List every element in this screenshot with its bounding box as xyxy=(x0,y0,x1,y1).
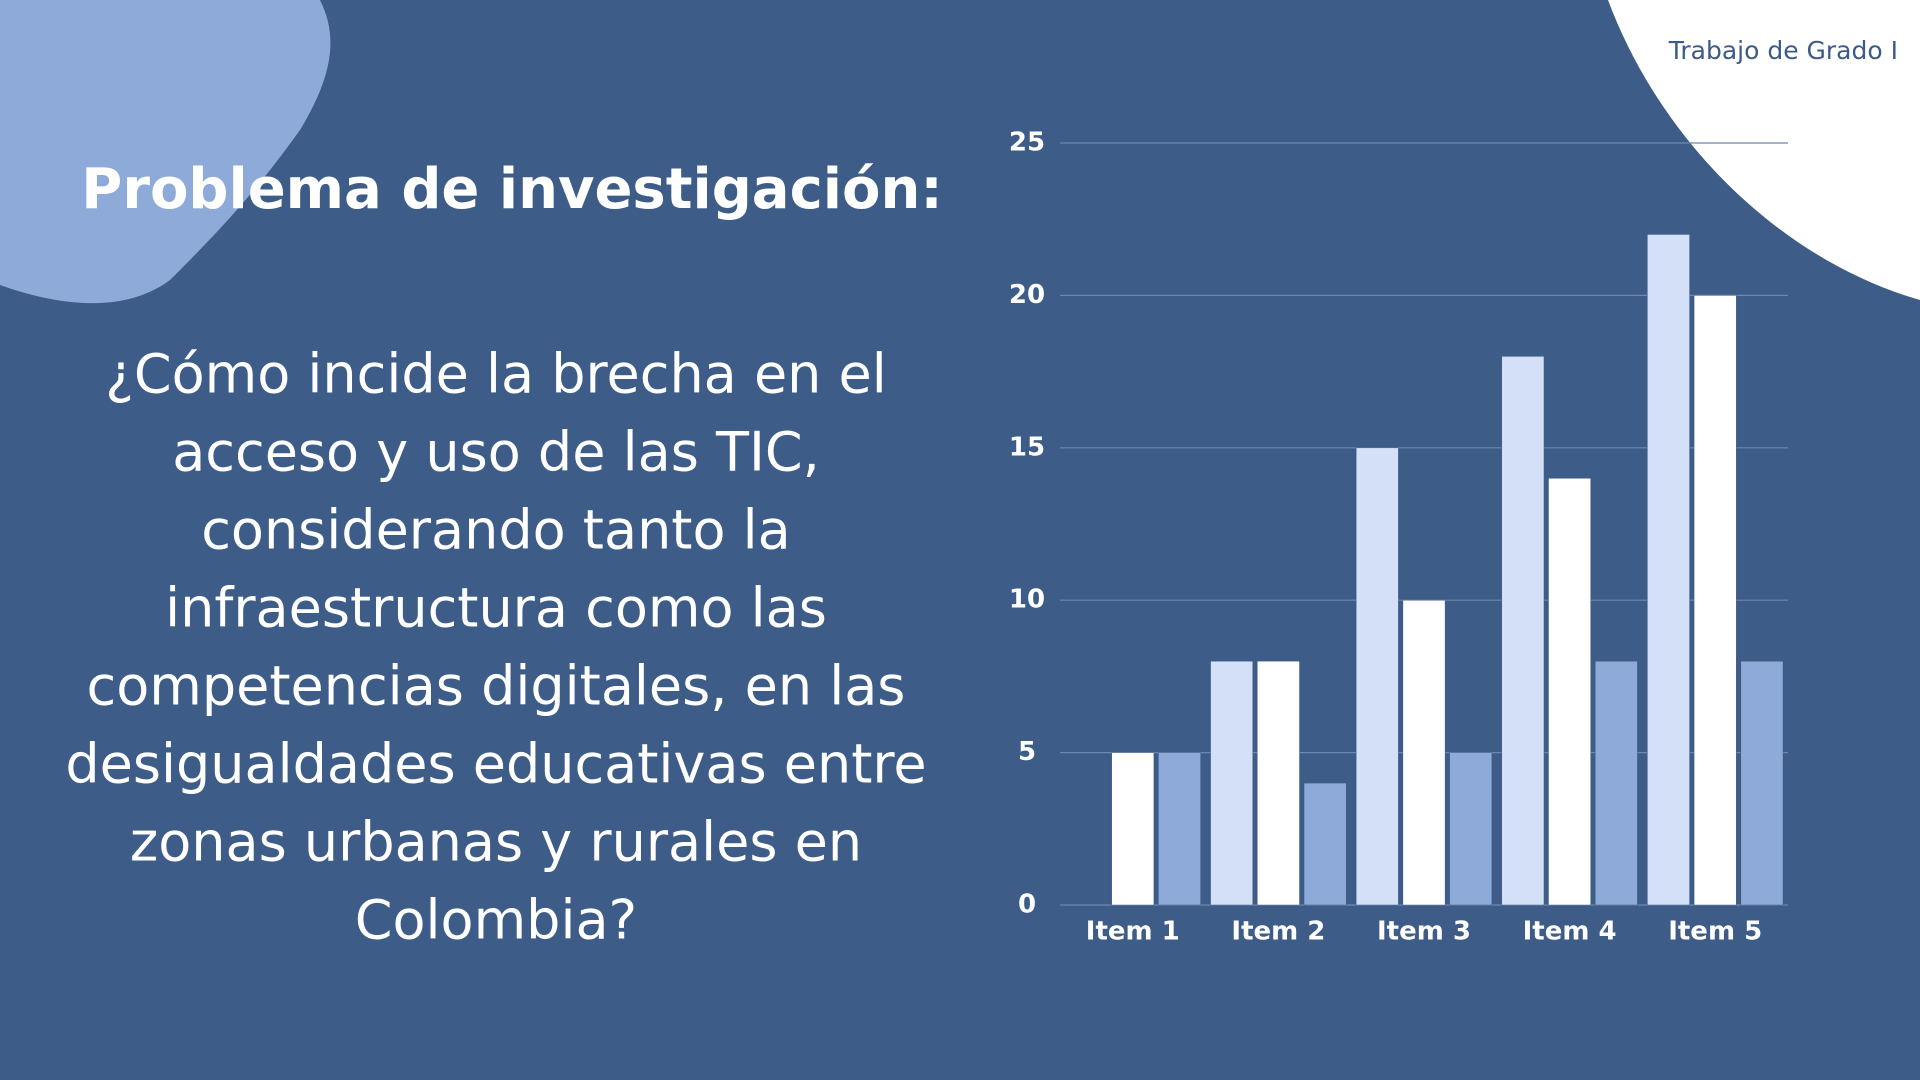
bar xyxy=(1548,478,1591,906)
bar xyxy=(1303,782,1347,906)
blob xyxy=(0,0,331,304)
y-tick-label: 25 xyxy=(1009,128,1045,158)
y-tick-label: 0 xyxy=(1018,890,1036,920)
chart: 0 5 10 15 20 25 Item 1 Item 2 Item 3 Item 4 Item 5 xyxy=(1009,128,1788,947)
bar xyxy=(1647,234,1690,906)
x-tick-label: Item 5 xyxy=(1668,917,1762,947)
title: Problema de investigación: xyxy=(81,157,942,222)
bar xyxy=(1501,356,1545,906)
bar xyxy=(1740,660,1784,906)
bar xyxy=(1693,295,1737,906)
x-tick-label: Item 1 xyxy=(1086,917,1180,947)
y-tick-label: 20 xyxy=(1009,280,1045,310)
question: ¿Cómo incide la brecha en el acceso y uso… xyxy=(65,343,926,952)
bar xyxy=(1111,752,1155,906)
question-line: infraestructura como las xyxy=(165,577,827,640)
y-tick-label: 5 xyxy=(1018,737,1036,767)
y-tick-label: 15 xyxy=(1009,432,1045,462)
bar xyxy=(1402,599,1446,906)
question-line: ¿Cómo incide la brecha en el xyxy=(105,343,887,406)
question-line: Colombia? xyxy=(355,889,637,952)
corner-shape xyxy=(1608,0,1920,300)
x-tick-label: Item 3 xyxy=(1377,917,1471,947)
bar xyxy=(1594,660,1638,906)
bar xyxy=(1355,447,1399,906)
x-tick-label: Item 4 xyxy=(1523,917,1617,947)
bar xyxy=(1210,660,1254,906)
y-tick-label: 10 xyxy=(1009,585,1045,615)
question-line: zonas urbanas y rurales en xyxy=(130,811,862,874)
bar xyxy=(1158,752,1201,906)
question-line: considerando tanto la xyxy=(201,499,791,562)
question-line: desigualdades educativas entre xyxy=(65,733,926,796)
question-line: acceso y uso de las TIC, xyxy=(172,421,820,484)
x-tick-label: Item 2 xyxy=(1231,917,1325,947)
bar xyxy=(1257,660,1300,906)
bar xyxy=(1449,752,1493,906)
header-tag: Trabajo de Grado I xyxy=(1668,36,1898,65)
question-line: competencias digitales, en las xyxy=(87,655,906,718)
